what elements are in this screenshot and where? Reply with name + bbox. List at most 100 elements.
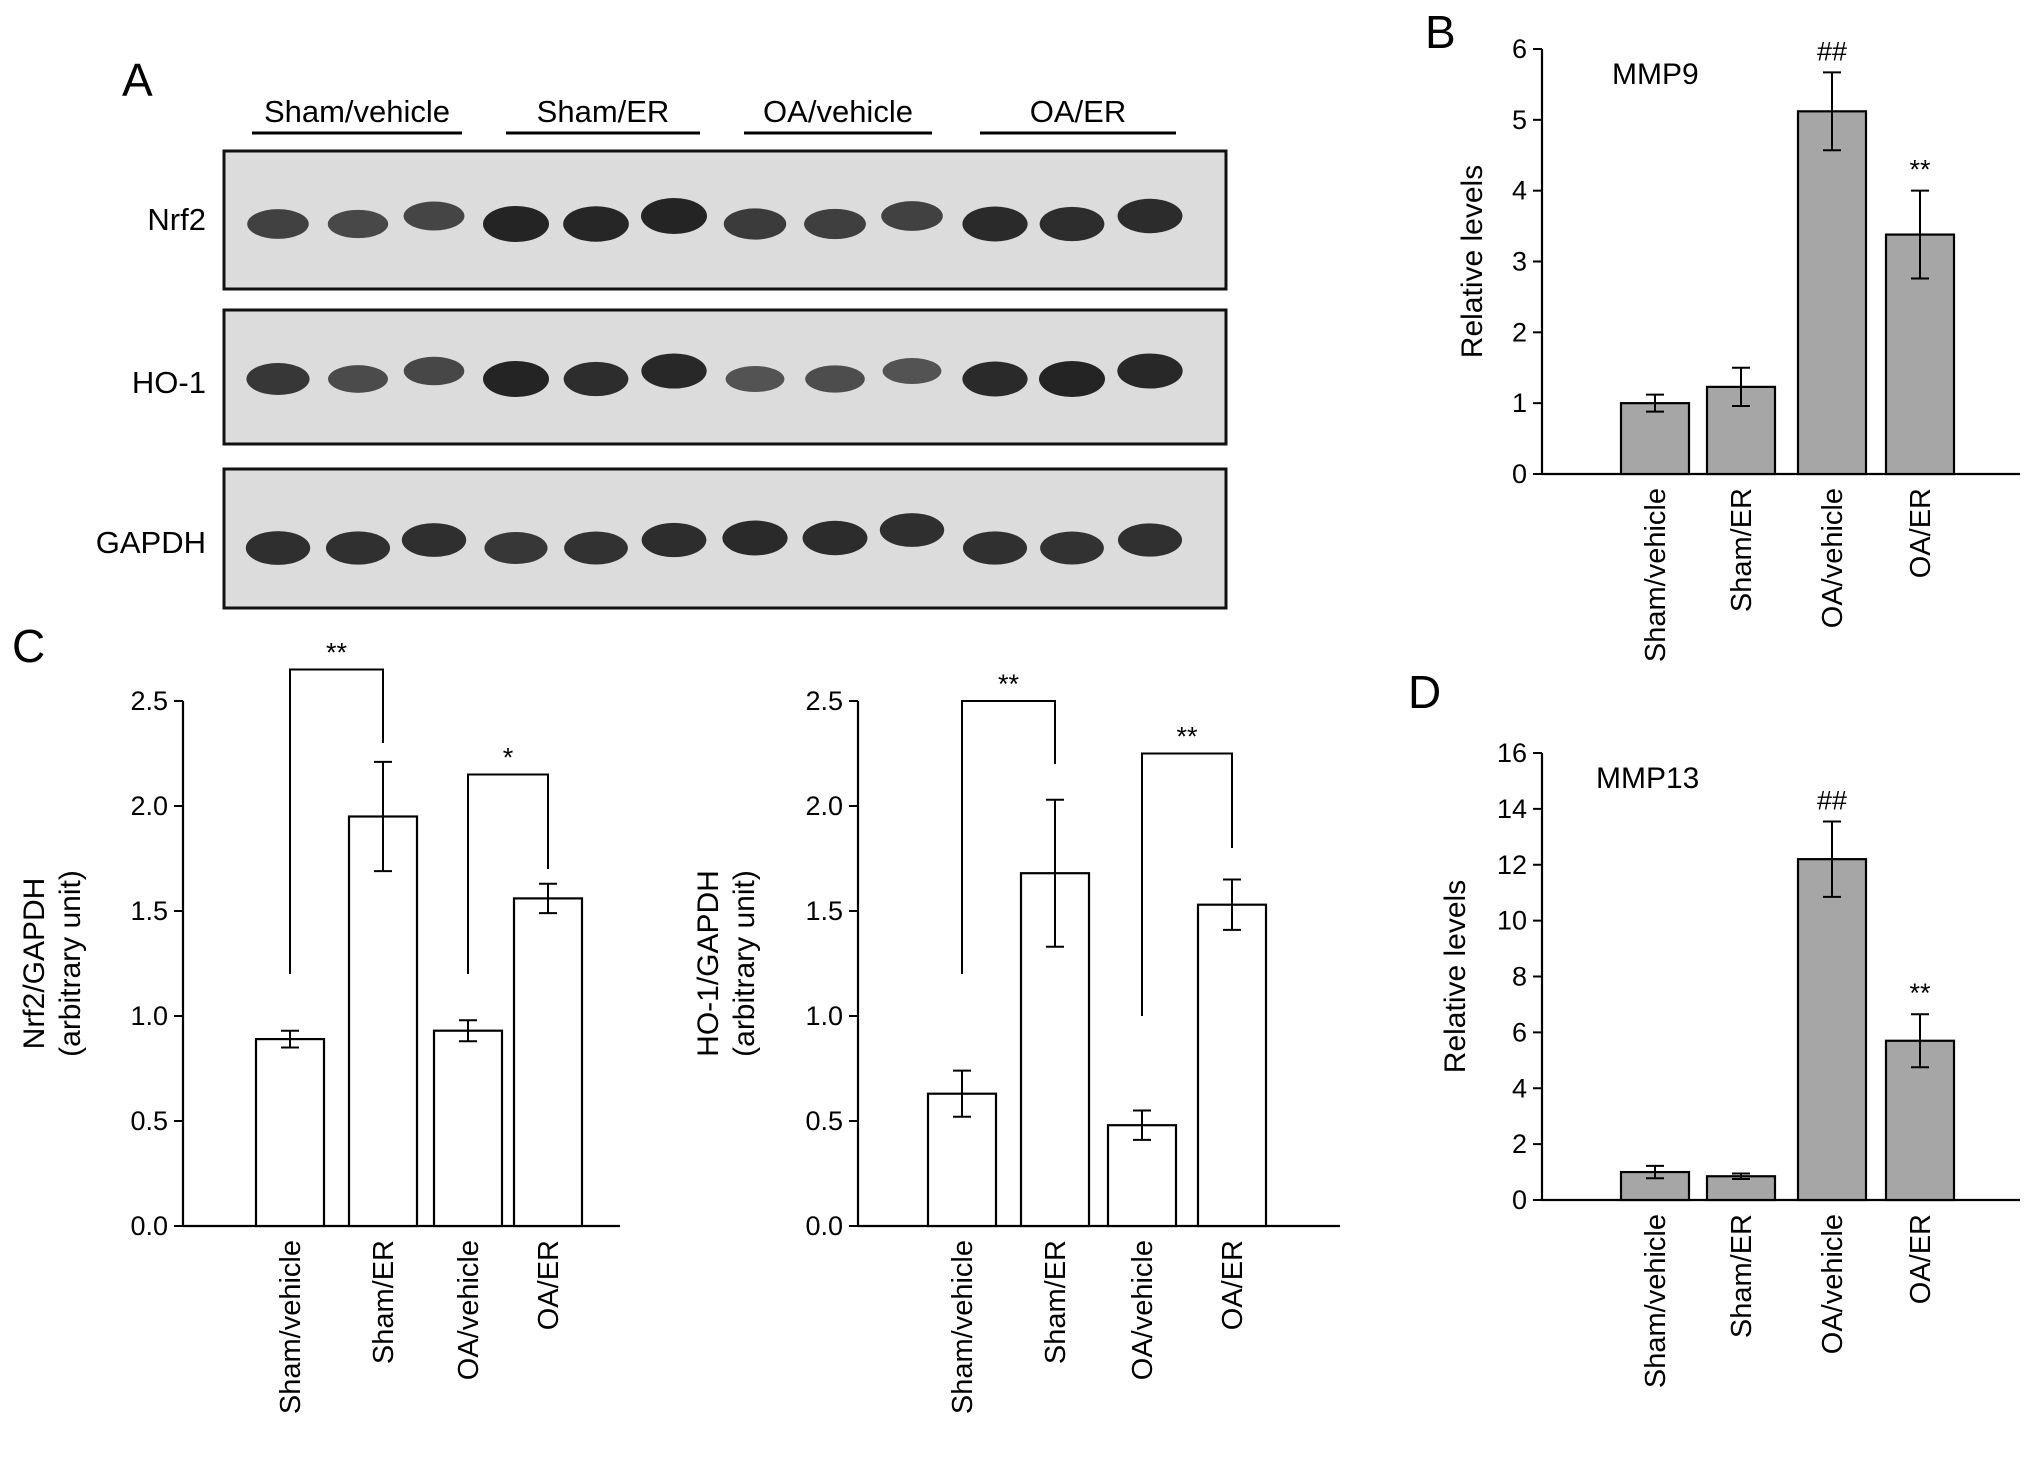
y-tick-label: 0 [1512,1185,1527,1215]
x-category-label: OA/vehicle [1127,1240,1159,1380]
panel-letter-c: C [12,620,45,672]
blot-band [246,362,310,396]
blot-band [564,531,628,565]
y-tick-label: 16 [1497,738,1527,768]
significance-marker: ** [1909,155,1931,185]
y-tick-label: 3 [1512,247,1527,277]
x-category-label: Sham/ER [1726,488,1758,612]
y-tick-label: 8 [1512,962,1527,992]
bar [1796,858,1868,1202]
y-tick-label: 2.5 [130,686,168,716]
y-tick-label: 5 [1512,105,1527,135]
blot-band [879,513,945,547]
blot-band [962,206,1028,242]
blot-band [805,365,865,393]
blot-group-label: Sham/vehicle [264,94,450,129]
y-axis-label: HO-1/GAPDH [692,870,725,1057]
y-tick-label: 0.0 [805,1211,843,1241]
x-category-label: Sham/vehicle [1640,1214,1672,1388]
significance-bracket [961,700,1056,974]
chart-title: MMP9 [1612,58,1699,91]
y-tick-label: 1.5 [130,896,168,926]
blot-band [1039,206,1105,242]
blot-band [723,208,787,240]
y-tick-label: 1 [1512,388,1527,418]
blot-band [641,353,707,389]
blot-band [802,520,868,556]
y-tick-label: 6 [1512,34,1527,64]
y-tick-label: 14 [1497,794,1527,824]
bar [432,1029,504,1228]
blot-band [327,209,389,239]
blot-row-label: Nrf2 [147,202,206,237]
y-tick-label: 4 [1512,176,1527,206]
blot-band [247,209,309,239]
y-axis-label: Nrf2/GAPDH [18,878,51,1050]
bar [1106,1124,1178,1228]
y-tick-label: 1.0 [130,1001,168,1031]
blot-band [1040,531,1104,565]
y-tick-label: 0.5 [805,1106,843,1136]
y-tick-label: 2.0 [805,791,843,821]
bar [1796,110,1868,476]
blot-band [962,361,1028,397]
x-category-label: Sham/vehicle [947,1240,979,1414]
chart-title: MMP13 [1596,762,1699,795]
chart-ho1-gapdh: 0.0 0.5 1.0 1.5 2.0 2.5 HO-1/GAPDH (arbitrary u… [692,669,1340,1414]
x-category-label: Sham/ER [1726,1214,1758,1338]
y-tick-label: 2 [1512,1129,1527,1159]
blot-band [1117,353,1183,389]
blot-band [1117,523,1183,557]
x-category-label: OA/ER [533,1240,565,1330]
blot-band [325,531,391,565]
blot-band [563,361,629,397]
y-axis-label: Relative levels [1456,165,1489,358]
blot-band [881,201,943,231]
y-tick-label: 0.0 [130,1211,168,1241]
blot-band [722,520,788,556]
panel-letter-a: A [122,54,153,106]
blot-row-label: GAPDH [96,525,206,560]
y-tick-label: 2.5 [805,686,843,716]
blot-band [804,208,866,240]
bracket-label: ** [1176,722,1198,752]
blot-band [245,531,311,565]
x-category-label: Sham/vehicle [275,1240,307,1414]
bracket-label: ** [326,638,348,668]
bar [512,897,584,1228]
blot-band [563,206,629,242]
blot-band [962,531,1028,565]
bracket-label: ** [998,669,1020,699]
blot-band [1039,361,1105,397]
chart-mmp13: 0 2 4 6 8 10 12 14 16 MMP13 Relative levels Sham/ve… [1439,738,2020,1388]
blot-band [403,201,465,231]
x-category-label: OA/vehicle [1817,1214,1849,1354]
blot-group-label: Sham/ER [537,94,670,129]
y-tick-label: 0.5 [130,1106,168,1136]
blot-band [1117,198,1183,234]
x-category-label: Sham/ER [1040,1240,1072,1364]
blot-group-labels: Sham/vehicle Sham/ER OA/vehicle OA/ER [252,94,1176,135]
y-tick-label: 2.0 [130,791,168,821]
x-category-label: OA/ER [1217,1240,1249,1330]
x-category-label: OA/vehicle [453,1240,485,1380]
blot-band [483,206,549,242]
bracket-label: * [503,743,514,773]
significance-bracket [467,773,549,974]
chart-mmp9: 0 1 2 3 4 5 6 MMP9 Relative levels Sham/vehicle Sh… [1456,34,2020,662]
y-tick-label: 4 [1512,1073,1527,1103]
x-category-label: Sham/vehicle [1640,488,1672,662]
blot-band [484,531,548,565]
significance-bracket [289,668,384,974]
bar [347,815,419,1228]
x-category-label: OA/ER [1905,1214,1937,1304]
blot-row-label: HO-1 [132,365,206,400]
y-axis-label: Relative levels [1439,880,1472,1073]
significance-marker: ## [1817,36,1847,66]
panel-letter-b: B [1425,6,1456,58]
blot-rows: Nrf2 HO-1 GAPDH [96,149,1228,610]
blot-group-label: OA/ER [1030,94,1126,129]
blot-band [725,365,785,393]
y-tick-label: 10 [1497,906,1527,936]
